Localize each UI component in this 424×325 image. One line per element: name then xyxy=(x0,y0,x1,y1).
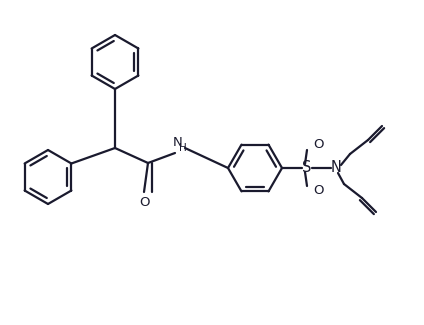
Text: S: S xyxy=(302,161,312,176)
Text: O: O xyxy=(314,185,324,198)
Text: H: H xyxy=(179,143,187,153)
Text: N: N xyxy=(173,136,183,150)
Text: O: O xyxy=(139,196,149,209)
Text: O: O xyxy=(314,138,324,151)
Text: N: N xyxy=(331,161,341,176)
